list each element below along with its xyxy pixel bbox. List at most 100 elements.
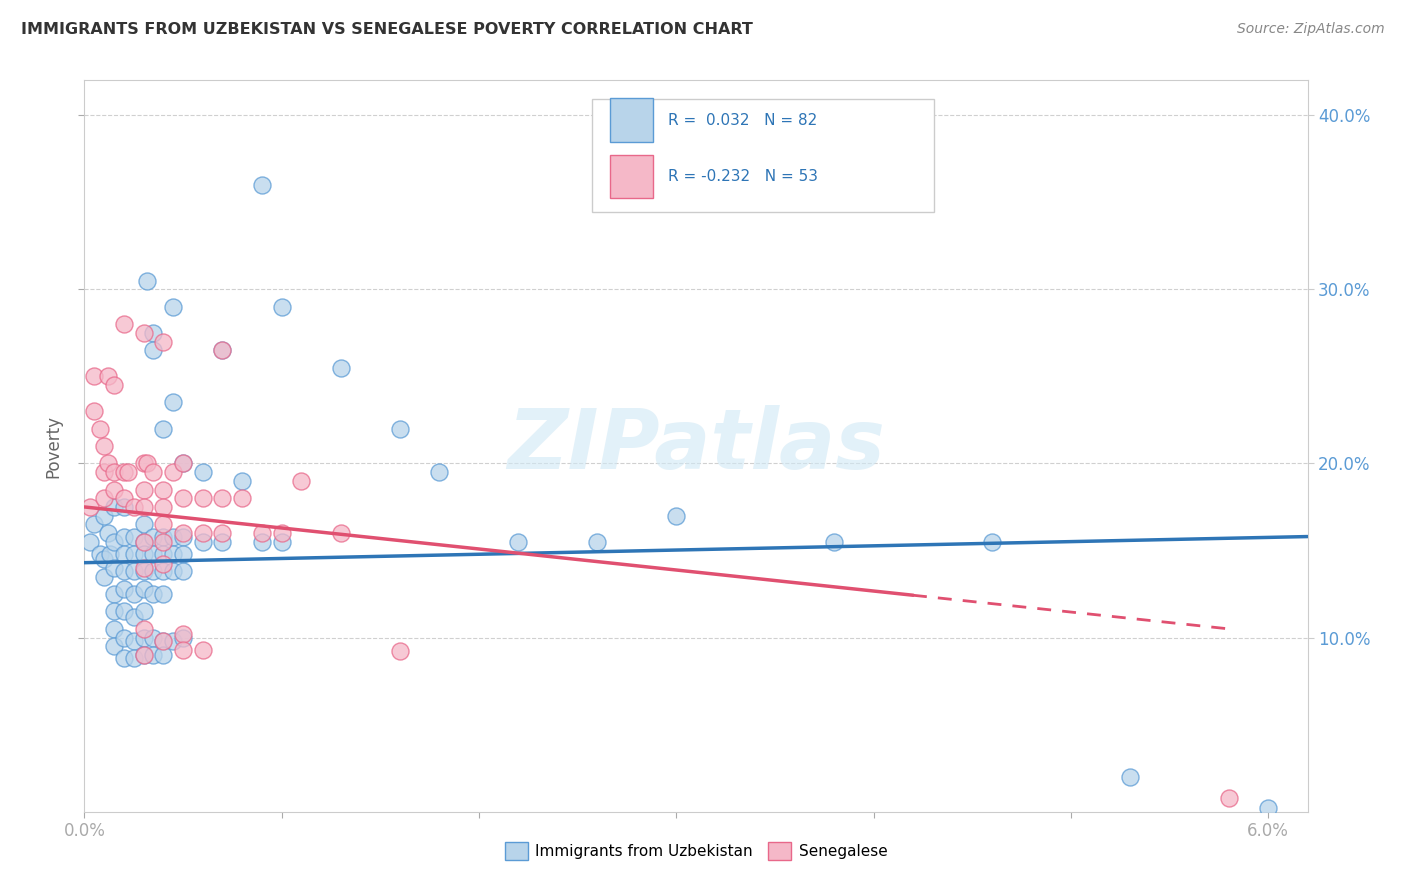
Point (162, 530, 184, 544)
Point (132, 565, 155, 579)
Point (132, 648, 155, 662)
Point (93, 439, 115, 453)
Point (132, 604, 155, 618)
Y-axis label: Poverty: Poverty (45, 415, 63, 477)
Point (162, 565, 184, 579)
Point (103, 561, 125, 575)
Point (132, 648, 155, 662)
Point (112, 491, 135, 506)
Point (250, 178, 273, 192)
Point (103, 500, 125, 514)
Point (250, 534, 273, 549)
Point (122, 587, 145, 601)
Point (142, 547, 165, 561)
Point (980, 534, 1002, 549)
Point (98, 547, 121, 561)
Point (132, 561, 155, 575)
Point (97, 457, 120, 471)
Point (132, 500, 155, 514)
Point (136, 274, 159, 288)
Point (172, 530, 194, 544)
Point (122, 609, 145, 624)
Point (290, 474, 312, 488)
Point (83, 369, 105, 384)
Point (89, 547, 111, 561)
Point (250, 526, 273, 541)
Point (142, 631, 165, 645)
Point (172, 457, 194, 471)
Point (329, 360, 352, 375)
Point (132, 631, 155, 645)
Point (132, 534, 155, 549)
Point (162, 634, 184, 648)
Point (162, 300, 184, 314)
Point (152, 421, 174, 435)
Point (191, 465, 214, 479)
Point (93, 569, 115, 583)
Point (132, 326, 155, 340)
Point (122, 500, 145, 514)
FancyBboxPatch shape (592, 99, 935, 212)
Point (142, 648, 165, 662)
Point (142, 465, 165, 479)
Point (103, 534, 125, 549)
Point (665, 508, 688, 523)
Point (270, 300, 292, 314)
Point (142, 565, 165, 579)
Point (211, 343, 233, 358)
Point (132, 547, 155, 561)
Point (329, 526, 352, 541)
Point (112, 631, 135, 645)
Point (103, 465, 125, 479)
Point (1257, 801, 1279, 815)
Legend: Immigrants from Uzbekistan, Senegalese: Immigrants from Uzbekistan, Senegalese (499, 836, 893, 866)
Point (172, 457, 194, 471)
Point (112, 465, 135, 479)
Text: R =  0.032   N = 82: R = 0.032 N = 82 (668, 112, 817, 128)
Bar (610, 155, 654, 198)
Point (172, 547, 194, 561)
Point (191, 642, 214, 657)
Point (152, 565, 174, 579)
Point (152, 534, 174, 549)
Point (270, 526, 292, 541)
Point (172, 627, 194, 641)
Point (97, 526, 120, 541)
Point (211, 491, 233, 506)
Point (152, 634, 174, 648)
Point (93, 491, 115, 506)
Point (112, 530, 135, 544)
Point (112, 317, 135, 331)
Point (112, 500, 135, 514)
Point (162, 465, 184, 479)
Point (79, 534, 101, 549)
Point (93, 552, 115, 566)
Point (152, 587, 174, 601)
Point (93, 465, 115, 479)
Point (191, 526, 214, 541)
Point (79, 500, 101, 514)
Point (152, 530, 174, 544)
Point (93, 508, 115, 523)
Point (142, 343, 165, 358)
Point (172, 565, 194, 579)
Point (429, 465, 451, 479)
Point (152, 547, 174, 561)
Point (122, 634, 145, 648)
Point (191, 534, 214, 549)
Point (152, 334, 174, 349)
Point (389, 421, 412, 435)
Point (97, 369, 120, 384)
Point (103, 587, 125, 601)
Point (112, 651, 135, 665)
Point (508, 534, 530, 549)
Point (152, 648, 174, 662)
Point (586, 534, 609, 549)
Point (162, 547, 184, 561)
Point (112, 604, 135, 618)
Text: Source: ZipAtlas.com: Source: ZipAtlas.com (1237, 22, 1385, 37)
Point (122, 651, 145, 665)
Point (172, 491, 194, 506)
Point (211, 526, 233, 541)
Point (142, 530, 165, 544)
